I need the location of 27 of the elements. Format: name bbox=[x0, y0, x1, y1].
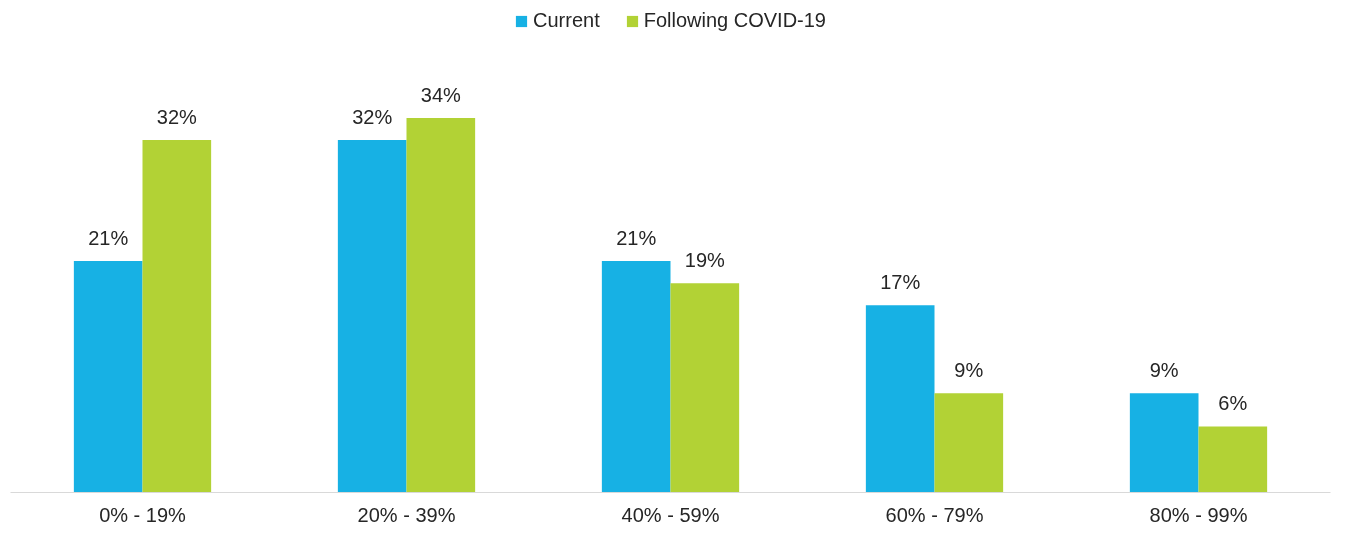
data-label: 9% bbox=[954, 359, 984, 382]
data-label: 32% bbox=[352, 105, 393, 128]
bar bbox=[73, 261, 143, 493]
data-label: 9% bbox=[1149, 359, 1179, 382]
data-label: 17% bbox=[880, 271, 921, 294]
data-label: 19% bbox=[684, 249, 726, 272]
bar bbox=[865, 305, 935, 493]
bar bbox=[406, 117, 476, 493]
data-label: 34% bbox=[420, 83, 462, 106]
x-tick-label: 0% - 19% bbox=[99, 503, 187, 526]
bar bbox=[934, 393, 1004, 493]
x-tick-label: 60% - 79% bbox=[885, 503, 984, 526]
x-tick-label: 20% - 39% bbox=[357, 503, 456, 526]
bar bbox=[142, 139, 212, 493]
bar bbox=[1198, 426, 1268, 493]
bar bbox=[337, 139, 407, 493]
bar bbox=[601, 261, 671, 493]
data-label: 32% bbox=[156, 105, 198, 128]
legend-label: Following COVID-19 bbox=[643, 9, 826, 32]
data-label: 21% bbox=[88, 227, 129, 250]
x-tick-label: 80% - 99% bbox=[1149, 503, 1248, 526]
bar bbox=[1129, 393, 1199, 493]
bar bbox=[670, 283, 740, 493]
x-tick-label: 40% - 59% bbox=[621, 503, 720, 526]
legend-label: Current bbox=[533, 9, 600, 32]
data-label: 21% bbox=[616, 227, 657, 250]
data-label: 6% bbox=[1218, 392, 1248, 415]
